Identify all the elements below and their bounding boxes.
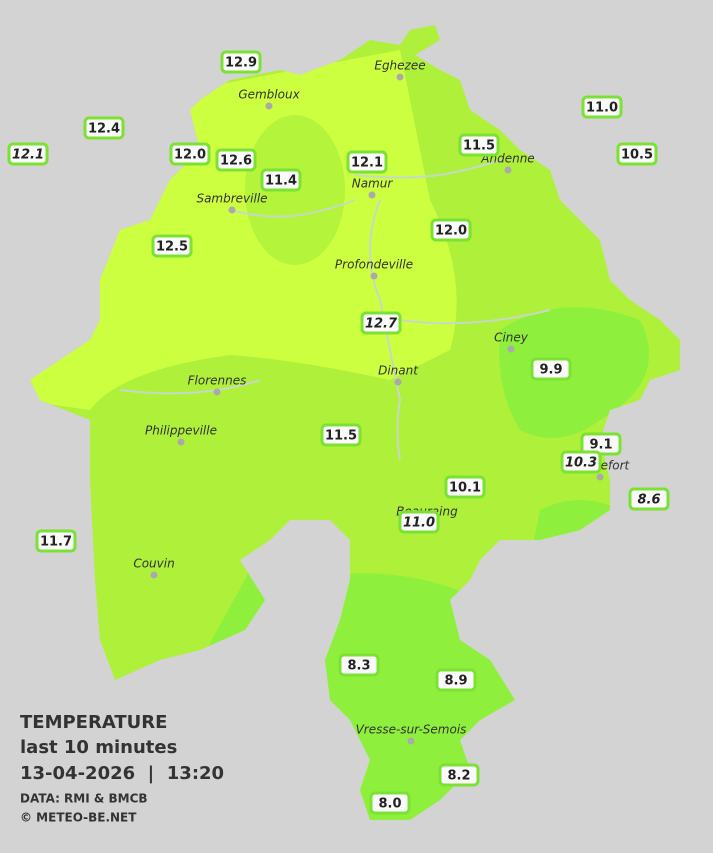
legend-source: DATA: RMI & BMCB [20,792,148,806]
zone-warm [30,50,457,410]
town-label: Sambreville [196,192,267,206]
station-value: 10.3 [565,456,597,471]
station-value: 12.0 [174,148,206,163]
station-box [338,653,380,677]
station-value: 12.5 [156,240,188,255]
town-label: Dinant [378,364,419,378]
station-value: 8.0 [378,797,401,812]
station-value: 12.7 [365,317,398,332]
town-dot [150,571,158,579]
station-box [616,142,658,166]
town-dot [228,206,236,214]
town-label: Eghezee [374,59,425,73]
station-value: 12.4 [88,122,120,137]
station-value: 11.0 [586,101,618,116]
station-value: 8.9 [444,674,467,689]
station-value: 12.0 [435,224,467,239]
station-box [360,311,402,335]
town-label: Philippeville [145,424,217,438]
station-value: 11.5 [325,429,357,444]
station-box [438,763,480,787]
legend-subtitle: last 10 minutes [20,737,177,758]
town-label: Gembloux [238,88,300,102]
station-value: 8.3 [347,659,370,674]
town-dot [368,191,376,199]
zone-cold [300,573,540,820]
station-box [215,148,257,172]
station-box [458,133,500,157]
town-dot [396,73,404,81]
station-box [220,50,262,74]
town-dot [177,438,185,446]
zone-cold [499,307,649,438]
town-label: Ciney [494,331,529,345]
station-value: 11.7 [40,535,72,550]
station-box [346,150,388,174]
station-box [369,791,411,815]
station-box [628,487,670,511]
station-box [581,95,623,119]
station-box [444,475,486,499]
station-value: 8.2 [447,769,470,784]
town-dot [265,102,273,110]
town-dot [370,272,378,280]
town-label: Couvin [133,557,174,571]
town-dot [407,737,415,745]
station-box [320,423,362,447]
town-dot [507,345,515,353]
station-value: 12.1 [351,156,383,171]
station-value: 8.6 [637,493,660,508]
station-value: 11.4 [265,174,297,189]
town-label: Namur [352,177,394,191]
town-dot [213,388,221,396]
river [119,159,551,461]
station-value: 11.5 [463,139,495,154]
town-label: Vresse-sur-Semois [356,723,467,737]
station-value: 12.1 [12,148,44,163]
legend-credit: © METEO-BE.NET [20,811,137,825]
station-value: 10.5 [621,148,653,163]
town-label: Profondeville [335,258,413,272]
town-label: Florennes [188,374,247,388]
station-value: 9.9 [539,363,562,378]
station-box [35,529,77,553]
zone-cold [530,500,620,560]
station-box [7,142,49,166]
station-box [83,116,125,140]
station-value: 12.6 [220,154,252,169]
station-box [398,510,440,534]
town-dot [394,378,402,386]
station-box [435,668,477,692]
legend-title: TEMPERATURE [20,712,167,733]
town-dot [504,166,512,174]
station-box [260,168,302,192]
town-dot [596,473,604,481]
station-box [151,234,193,258]
station-value: 9.1 [589,438,612,453]
station-value: 10.1 [449,481,481,496]
station-value: 12.9 [225,56,257,71]
station-value: 11.0 [403,516,435,531]
station-box [530,357,572,381]
legend-timestamp: 13-04-2026 | 13:20 [20,763,224,784]
station-box [560,450,602,474]
station-box [169,142,211,166]
station-box [430,218,472,242]
